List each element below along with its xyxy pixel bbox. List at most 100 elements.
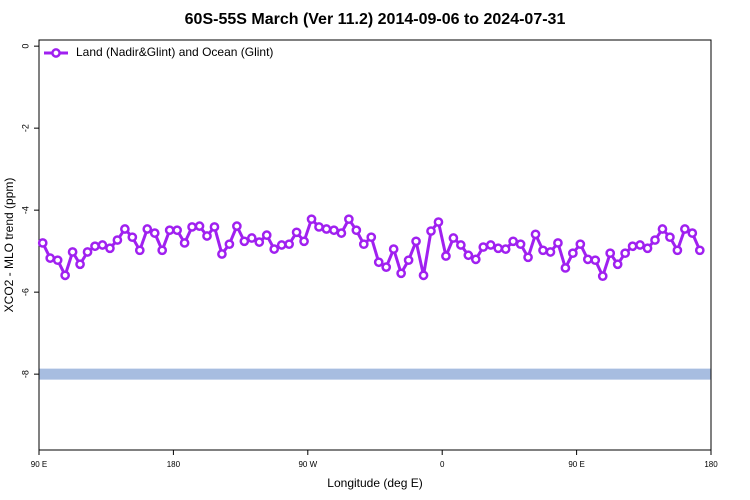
data-point [284,239,294,250]
x-tick-label: 0 [440,460,445,469]
data-point [157,245,168,256]
data-point [179,238,190,248]
data-point [396,268,406,279]
data-point [568,248,578,259]
data-point [45,253,56,263]
data-point [164,225,175,236]
data-point [209,222,220,232]
data-point [239,236,250,247]
y-tick-label: -8 [20,370,30,378]
data-point [456,240,466,250]
data-point [366,232,377,243]
y-axis-label: XCO2 - MLO trend (ppm) [2,178,16,313]
data-point [224,239,235,250]
data-point [694,245,705,256]
data-point [90,241,100,252]
data-point [657,224,668,234]
data-point [418,270,429,281]
data-point [403,255,414,266]
data-point [276,240,287,250]
legend-label: Land (Nadir&Glint) and Ocean (Glint) [76,45,273,59]
data-point [515,239,526,250]
data-point [687,228,698,238]
data-point [358,239,369,250]
data-point [553,238,563,248]
data-point [321,224,332,234]
data-point [142,224,153,234]
x-tick-label: 90 E [31,460,47,469]
data-point [187,222,197,232]
data-point [232,221,242,231]
data-point [112,235,123,245]
data-point [411,236,421,247]
data-point [545,247,556,257]
data-point [523,252,533,263]
data-point [37,238,48,248]
data-point [299,236,309,247]
data-point [612,259,623,270]
data-point [635,240,645,250]
data-point [97,240,108,250]
data-point [620,248,630,259]
data-point [650,235,660,245]
data-point [590,255,601,266]
y-tick-label: -6 [20,288,30,296]
data-point [269,244,280,254]
data-point [314,222,324,232]
data-point [127,232,138,243]
data-point [172,225,182,236]
data-point [149,228,160,238]
data-point [433,217,444,227]
data-point [388,244,399,254]
legend-marker [51,48,61,58]
data-point [217,249,227,259]
data-point [336,228,347,238]
data-point [470,254,481,265]
data-point [508,236,518,247]
x-tick-label: 90 W [298,460,317,469]
data-point [680,224,690,234]
data-point [530,229,541,240]
data-point [665,232,675,243]
y-tick-label: -4 [20,206,30,214]
data-point [500,244,511,254]
y-tick-label: 0 [20,44,30,49]
data-point [448,233,459,243]
data-point [52,255,63,266]
data-point [306,214,317,225]
x-tick-label: 180 [167,460,181,469]
data-point [426,226,436,236]
data-point [485,240,496,250]
data-point [134,245,145,256]
x-tick-label: 90 E [568,460,584,469]
data-point [605,248,616,259]
data-point [254,237,265,247]
data-point [261,230,272,241]
data-point [493,243,504,254]
data-point [75,259,85,270]
data-point [60,270,70,281]
data-point [381,262,392,272]
chart-title: 60S-55S March (Ver 11.2) 2014-09-06 to 2… [185,11,566,28]
data-point [120,224,130,234]
data-point [672,245,683,256]
data-point [478,242,489,252]
data-point [627,241,638,252]
x-tick-label: 180 [704,460,718,469]
data-point [538,245,548,256]
data-point [582,254,593,265]
data-point [329,225,339,236]
data-point [597,271,608,282]
data-point [560,263,571,273]
data-point [105,243,115,254]
data-point [351,225,362,236]
y-tick-label: -2 [20,124,30,132]
data-point [441,251,451,261]
data-point [202,231,212,241]
data-point [344,214,354,225]
data-point [194,221,205,231]
data-point [291,227,302,238]
data-point [82,247,93,257]
data-point [463,250,474,261]
